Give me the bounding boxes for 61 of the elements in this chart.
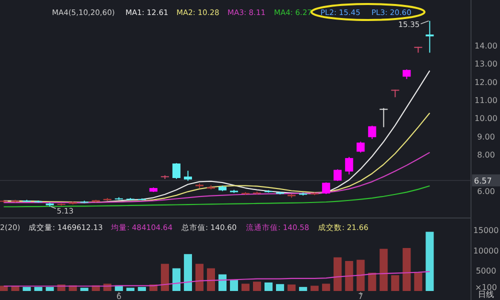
y-tick-label: 12.00 xyxy=(474,78,498,87)
y-tick-label: 11.00 xyxy=(474,96,498,105)
line-series xyxy=(3,152,430,204)
bar xyxy=(218,274,227,291)
y-tick-label: 6.00 xyxy=(477,186,495,196)
y-tick-label: 10000 xyxy=(473,246,499,256)
bar xyxy=(299,286,308,291)
y-tick-label: 10.00 xyxy=(474,114,498,124)
bar xyxy=(230,280,238,291)
bar xyxy=(160,264,169,291)
bar xyxy=(334,257,342,291)
bar xyxy=(172,268,180,291)
bar xyxy=(391,275,400,291)
y-tick-label: 8.00 xyxy=(477,150,495,160)
candlestick xyxy=(334,168,342,182)
line-series xyxy=(3,270,430,287)
x-tick-label: 6 xyxy=(116,292,122,300)
bar xyxy=(368,272,376,291)
candlestick xyxy=(184,170,192,182)
bar xyxy=(252,282,262,291)
bar xyxy=(414,272,422,291)
bar xyxy=(0,286,8,291)
y-axis-title: ×100 xyxy=(475,283,497,292)
candlestick xyxy=(368,125,376,140)
candlestick xyxy=(322,182,330,195)
line-series xyxy=(3,185,430,208)
bar xyxy=(380,248,388,291)
bar xyxy=(426,232,434,291)
bar xyxy=(34,286,42,291)
bar xyxy=(276,284,284,291)
bar xyxy=(310,286,319,291)
candlestick xyxy=(345,156,354,175)
bar xyxy=(345,260,354,291)
x-tick-label: 7 xyxy=(358,292,364,300)
bar xyxy=(241,284,250,291)
candlestick xyxy=(172,162,180,180)
y-tick-label: 9.00 xyxy=(477,132,495,142)
y-tick-label: 13.00 xyxy=(474,60,498,69)
bar xyxy=(126,288,134,291)
bar xyxy=(322,284,330,291)
bar xyxy=(264,282,273,291)
candlestick xyxy=(402,68,411,80)
candlestick xyxy=(426,20,434,54)
bar xyxy=(288,284,296,291)
line-series xyxy=(3,112,430,203)
bar xyxy=(195,264,204,291)
bar xyxy=(80,288,88,291)
ref-line-label: 6.57 xyxy=(474,176,492,186)
bar xyxy=(402,248,411,291)
y-tick-label: 5000 xyxy=(476,266,496,276)
candlestick xyxy=(380,108,388,128)
bar xyxy=(46,286,54,291)
bar xyxy=(184,254,192,291)
text: 日线 xyxy=(478,290,494,299)
y-tick-label: 15000 xyxy=(473,226,499,236)
bar xyxy=(138,286,146,291)
candlestick xyxy=(356,141,365,154)
y-tick-label: 14.00 xyxy=(474,41,498,50)
bar xyxy=(206,268,216,291)
bar xyxy=(22,286,31,291)
bar xyxy=(356,260,365,291)
